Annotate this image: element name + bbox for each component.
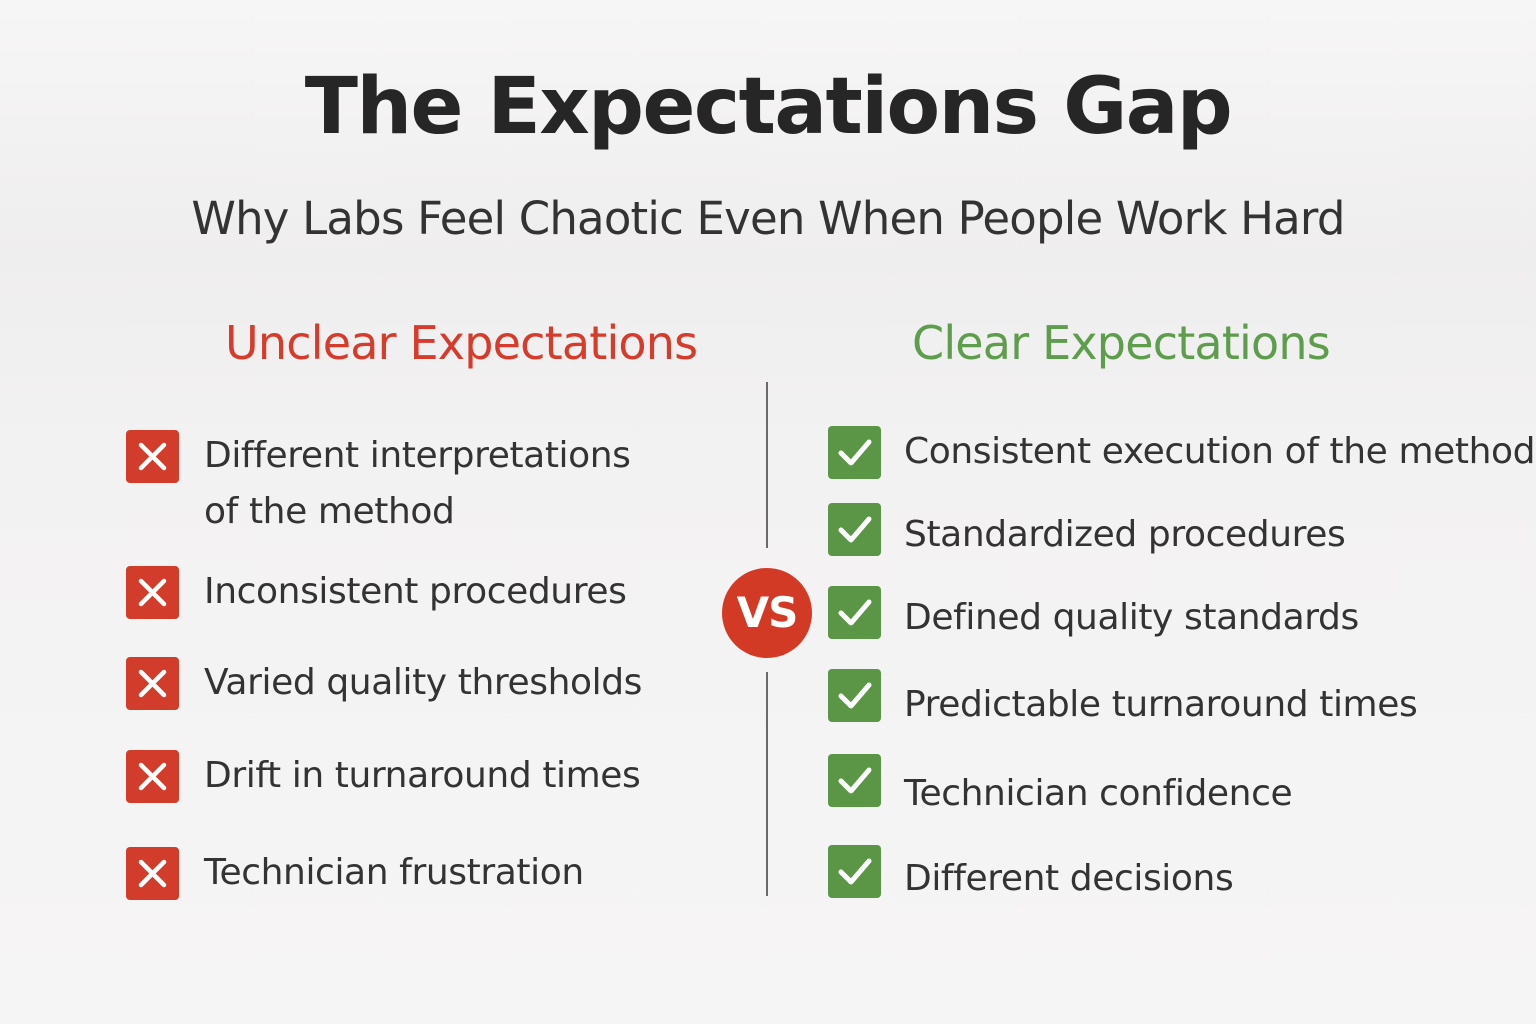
clear-item-text: Predictable turnaround times [904, 684, 1418, 725]
unclear-item-text: Drift in turnaround times [204, 755, 641, 796]
check-icon [828, 586, 881, 639]
check-icon [828, 754, 881, 807]
unclear-item-text: Technician frustration [204, 852, 584, 893]
x-icon [126, 566, 179, 619]
unclear-item-text: Varied quality thresholds [204, 662, 643, 703]
x-icon [126, 750, 179, 803]
unclear-expectations-heading: Unclear Expectations [225, 316, 698, 370]
check-icon [828, 503, 881, 556]
x-icon [126, 847, 179, 900]
clear-item-text: Consistent execution of the method [904, 431, 1536, 472]
x-icon [126, 430, 179, 483]
clear-item-text: Standardized procedures [904, 514, 1346, 555]
divider-line-top [766, 382, 768, 548]
unclear-item-text: Inconsistent procedures [204, 571, 627, 612]
check-icon [828, 845, 881, 898]
check-icon [828, 669, 881, 722]
unclear-item-text-line2: of the method [204, 491, 455, 532]
page-subtitle: Why Labs Feel Chaotic Even When People W… [191, 192, 1345, 245]
clear-item-text: Defined quality standards [904, 597, 1359, 638]
divider-line-bottom [766, 672, 768, 896]
vs-badge: VS [722, 568, 812, 658]
page-title: The Expectations Gap [304, 62, 1233, 152]
clear-item-text: Different decisions [904, 858, 1234, 899]
clear-item-text: Technician confidence [904, 773, 1293, 814]
check-icon [828, 426, 881, 479]
clear-expectations-heading: Clear Expectations [912, 316, 1331, 370]
x-icon [126, 657, 179, 710]
unclear-item-text-line1: Different interpretations [204, 435, 631, 476]
